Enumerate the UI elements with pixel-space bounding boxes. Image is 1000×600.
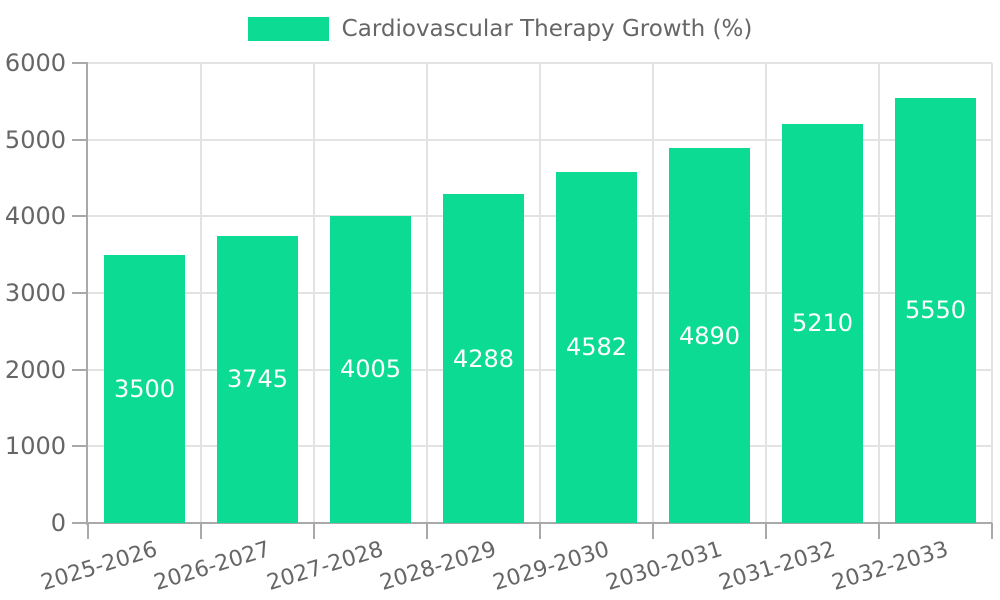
y-axis-line [86, 63, 88, 525]
bar-2028-2029[interactable] [443, 194, 524, 523]
x-axis-tick [87, 523, 89, 539]
x-axis-category-label: 2029-2030 [489, 537, 612, 596]
y-axis-tick-label: 2000 [4, 355, 66, 384]
y-axis-tick [72, 368, 88, 371]
legend-label: Cardiovascular Therapy Growth (%) [341, 16, 753, 42]
x-axis-category-label: 2028-2029 [376, 537, 499, 596]
bar-value-label: 4288 [452, 344, 515, 373]
gridline-vertical [200, 63, 202, 523]
x-axis-tick [991, 523, 993, 539]
bar-2025-2026[interactable] [104, 254, 185, 523]
x-axis-category-label: 2026-2027 [150, 537, 273, 596]
bar-value-label: 5550 [904, 296, 967, 325]
y-axis-tick [72, 62, 88, 64]
gridline-vertical [539, 63, 541, 523]
bar-2026-2027[interactable] [217, 235, 298, 523]
bar-value-label: 4890 [678, 321, 741, 350]
bar-value-label: 5210 [791, 309, 854, 338]
x-axis-tick [878, 523, 880, 539]
y-axis-tick-label: 3000 [4, 279, 66, 307]
y-axis-tick [72, 522, 88, 524]
y-axis-tick-label: 6000 [4, 49, 66, 77]
y-axis-tick-label: 0 [50, 509, 66, 537]
x-axis-category-label: 2031-2032 [715, 537, 838, 596]
x-axis-line [88, 522, 992, 524]
x-axis-tick [200, 523, 202, 539]
x-axis-tick [539, 523, 541, 539]
x-axis-tick [426, 523, 428, 539]
y-axis-tick-label: 5000 [4, 125, 66, 154]
gridline-vertical [991, 63, 993, 523]
y-axis-tick [72, 215, 88, 218]
bar-2029-2030[interactable] [556, 171, 637, 523]
gridline-vertical [878, 63, 880, 523]
x-axis-tick [313, 523, 315, 539]
y-axis-tick [72, 292, 88, 294]
y-axis-tick-label: 1000 [4, 432, 66, 461]
gridline-vertical [426, 63, 428, 523]
x-axis-tick [652, 523, 654, 539]
bar-value-label: 3745 [226, 365, 289, 394]
x-axis-category-label: 2025-2026 [37, 537, 160, 596]
gridline-vertical [313, 63, 315, 523]
x-axis-tick [765, 523, 767, 539]
x-axis-category-label: 2030-2031 [602, 537, 725, 596]
bar-2032-2033[interactable] [895, 97, 976, 523]
gridline-vertical [765, 63, 767, 523]
bar-value-label: 4005 [339, 355, 402, 384]
bar-value-label: 4582 [565, 333, 628, 362]
legend-swatch [247, 17, 329, 41]
y-axis-tick-label: 4000 [4, 202, 66, 231]
x-axis-category-label: 2027-2028 [263, 537, 386, 596]
x-axis-category-label: 2032-2033 [828, 537, 951, 596]
legend-item[interactable]: Cardiovascular Therapy Growth (%) [0, 16, 1000, 42]
y-axis-tick [72, 138, 88, 141]
bar-2030-2031[interactable] [669, 148, 750, 523]
bar-value-label: 3500 [113, 374, 176, 403]
bar-2027-2028[interactable] [330, 215, 411, 523]
y-axis-tick [72, 445, 88, 448]
gridline-vertical [652, 63, 654, 523]
bar-2031-2032[interactable] [782, 123, 863, 523]
